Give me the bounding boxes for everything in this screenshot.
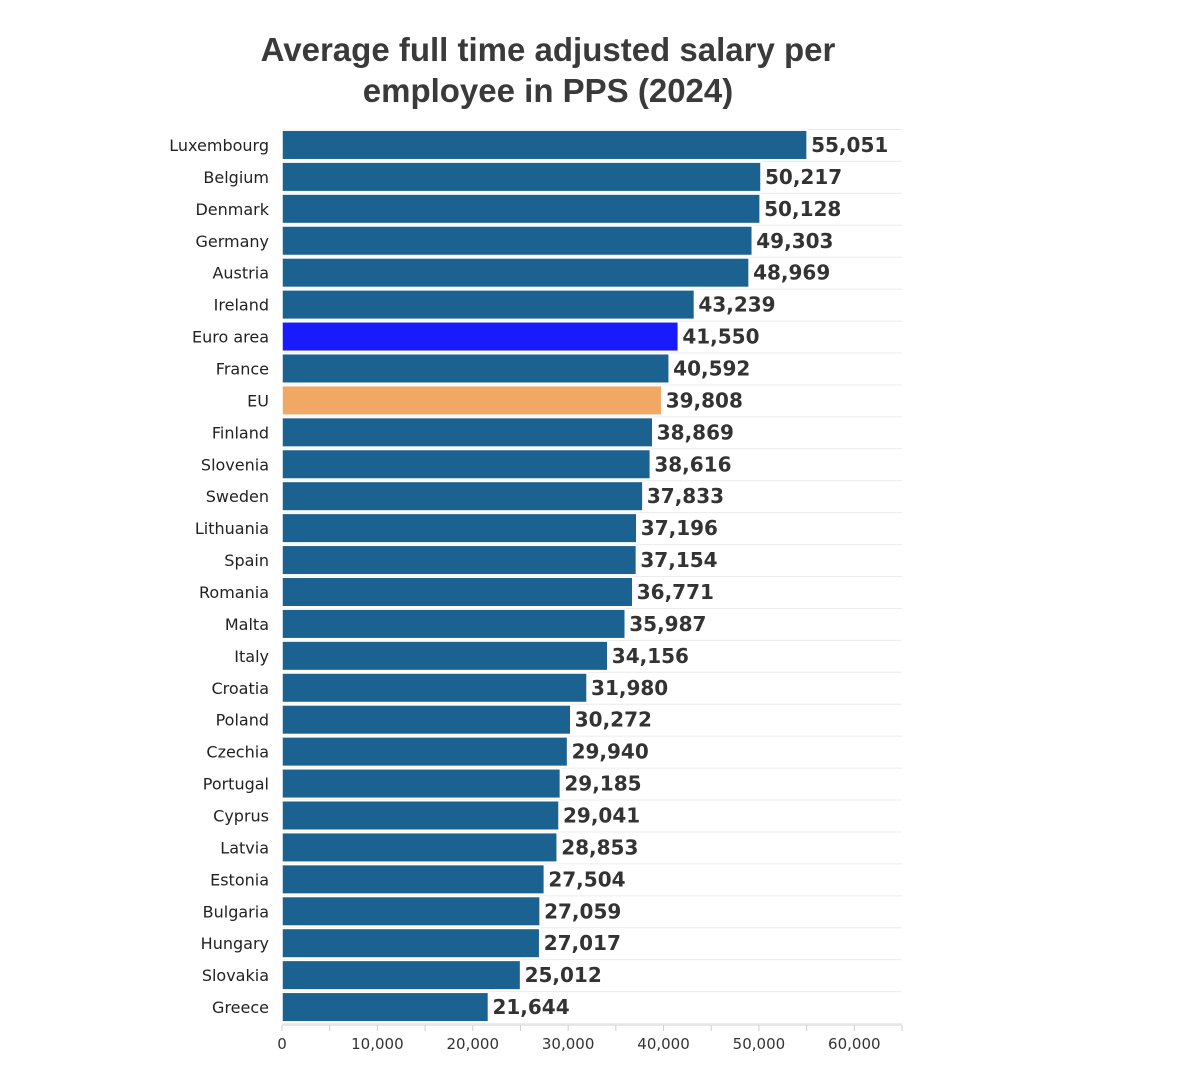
category-label: Croatia (211, 679, 269, 698)
chart-title-line-2: employee in PPS (2024) (363, 72, 734, 109)
value-label: 29,185 (564, 772, 641, 796)
bar-portugal (281, 768, 562, 800)
bar-hungary (281, 927, 541, 959)
category-label: Poland (216, 711, 269, 730)
value-label: 29,940 (572, 740, 649, 764)
category-label: Greece (212, 998, 269, 1017)
category-label: Spain (224, 551, 269, 570)
bar-euro-area (281, 321, 680, 353)
value-label: 37,154 (640, 548, 717, 572)
bar-finland (281, 416, 654, 448)
category-label: Germany (195, 232, 269, 251)
x-tick-label: 60,000 (828, 1035, 881, 1053)
x-tick-label: 50,000 (733, 1035, 786, 1053)
value-label: 49,303 (756, 229, 833, 253)
value-label: 41,550 (682, 325, 759, 349)
category-label: Latvia (220, 838, 269, 857)
value-label: 55,051 (811, 133, 888, 157)
category-label: Portugal (203, 775, 269, 794)
value-label: 38,616 (654, 452, 731, 476)
x-tick-label: 10,000 (351, 1035, 404, 1053)
value-label: 37,833 (647, 484, 724, 508)
category-label: Malta (225, 615, 269, 634)
value-label: 31,980 (591, 676, 668, 700)
category-label: Bulgaria (203, 902, 269, 921)
category-label: Belgium (203, 168, 269, 187)
value-label: 27,017 (544, 931, 621, 955)
x-tick-label: 40,000 (637, 1035, 690, 1053)
value-label: 43,239 (698, 293, 775, 317)
bar-poland (281, 704, 572, 736)
value-label: 35,987 (629, 612, 706, 636)
category-label: Cyprus (213, 806, 269, 825)
bar-slovenia (281, 448, 652, 480)
category-label: France (216, 359, 269, 378)
category-label: Estonia (210, 870, 269, 889)
category-label: Finland (212, 423, 269, 442)
category-label: Euro area (192, 328, 269, 347)
category-label: Romania (199, 583, 269, 602)
bar-sweden (281, 480, 644, 512)
bar-austria (281, 257, 750, 289)
bar-romania (281, 576, 634, 608)
bar-malta (281, 608, 627, 640)
bar-belgium (281, 161, 762, 193)
category-label: Italy (234, 647, 269, 666)
category-label: Slovakia (202, 966, 269, 985)
category-label: Lithuania (195, 519, 269, 538)
value-label: 34,156 (612, 644, 689, 668)
chart-title-line-1: Average full time adjusted salary per (261, 31, 836, 68)
bar-germany (281, 225, 754, 257)
category-label: Hungary (201, 934, 269, 953)
value-label: 36,771 (637, 580, 714, 604)
bar-estonia (281, 863, 546, 895)
bar-cyprus (281, 799, 560, 831)
value-label: 28,853 (561, 835, 638, 859)
bar-croatia (281, 672, 588, 704)
x-tick-label: 0 (277, 1035, 287, 1053)
category-label: EU (247, 391, 269, 410)
bar-denmark (281, 193, 761, 225)
bar-lithuania (281, 512, 638, 544)
value-label: 50,128 (764, 197, 841, 221)
category-label: Sweden (206, 487, 269, 506)
bar-greece (281, 991, 490, 1023)
bar-france (281, 352, 670, 384)
category-label: Slovenia (201, 455, 269, 474)
value-label: 27,059 (544, 899, 621, 923)
bar-latvia (281, 831, 558, 863)
bar-spain (281, 544, 638, 576)
category-label: Denmark (195, 200, 269, 219)
value-label: 30,272 (575, 708, 652, 732)
bar-eu (281, 384, 663, 416)
bar-slovakia (281, 959, 522, 991)
value-label: 21,644 (492, 995, 569, 1019)
bar-bulgaria (281, 895, 541, 927)
bar-czechia (281, 736, 569, 768)
value-label: 27,504 (548, 867, 625, 891)
value-label: 38,869 (657, 420, 734, 444)
bar-luxembourg (281, 129, 808, 161)
value-label: 50,217 (765, 165, 842, 189)
value-label: 29,041 (563, 803, 640, 827)
value-label: 48,969 (753, 261, 830, 285)
x-tick-label: 20,000 (447, 1035, 500, 1053)
bar-italy (281, 640, 609, 672)
value-label: 25,012 (525, 963, 602, 987)
value-label: 39,808 (666, 388, 743, 412)
category-label: Ireland (214, 296, 269, 315)
category-label: Luxembourg (169, 136, 269, 155)
category-label: Czechia (206, 743, 269, 762)
bars (281, 129, 808, 1023)
value-label: 37,196 (641, 516, 718, 540)
value-label: 40,592 (673, 356, 750, 380)
value-labels: 55,051 50,217 50,128 49,303 48,969 43,239 41,5… (492, 133, 888, 1019)
bar-ireland (281, 289, 696, 321)
x-tick-label: 30,000 (542, 1035, 595, 1053)
x-axis: 0 10,000 20,000 30,000 40,000 50,000 60,000 (277, 1024, 903, 1053)
category-label: Austria (212, 264, 269, 283)
category-labels: Luxembourg Belgium Denmark Germany Austria Ir… (169, 136, 269, 1017)
